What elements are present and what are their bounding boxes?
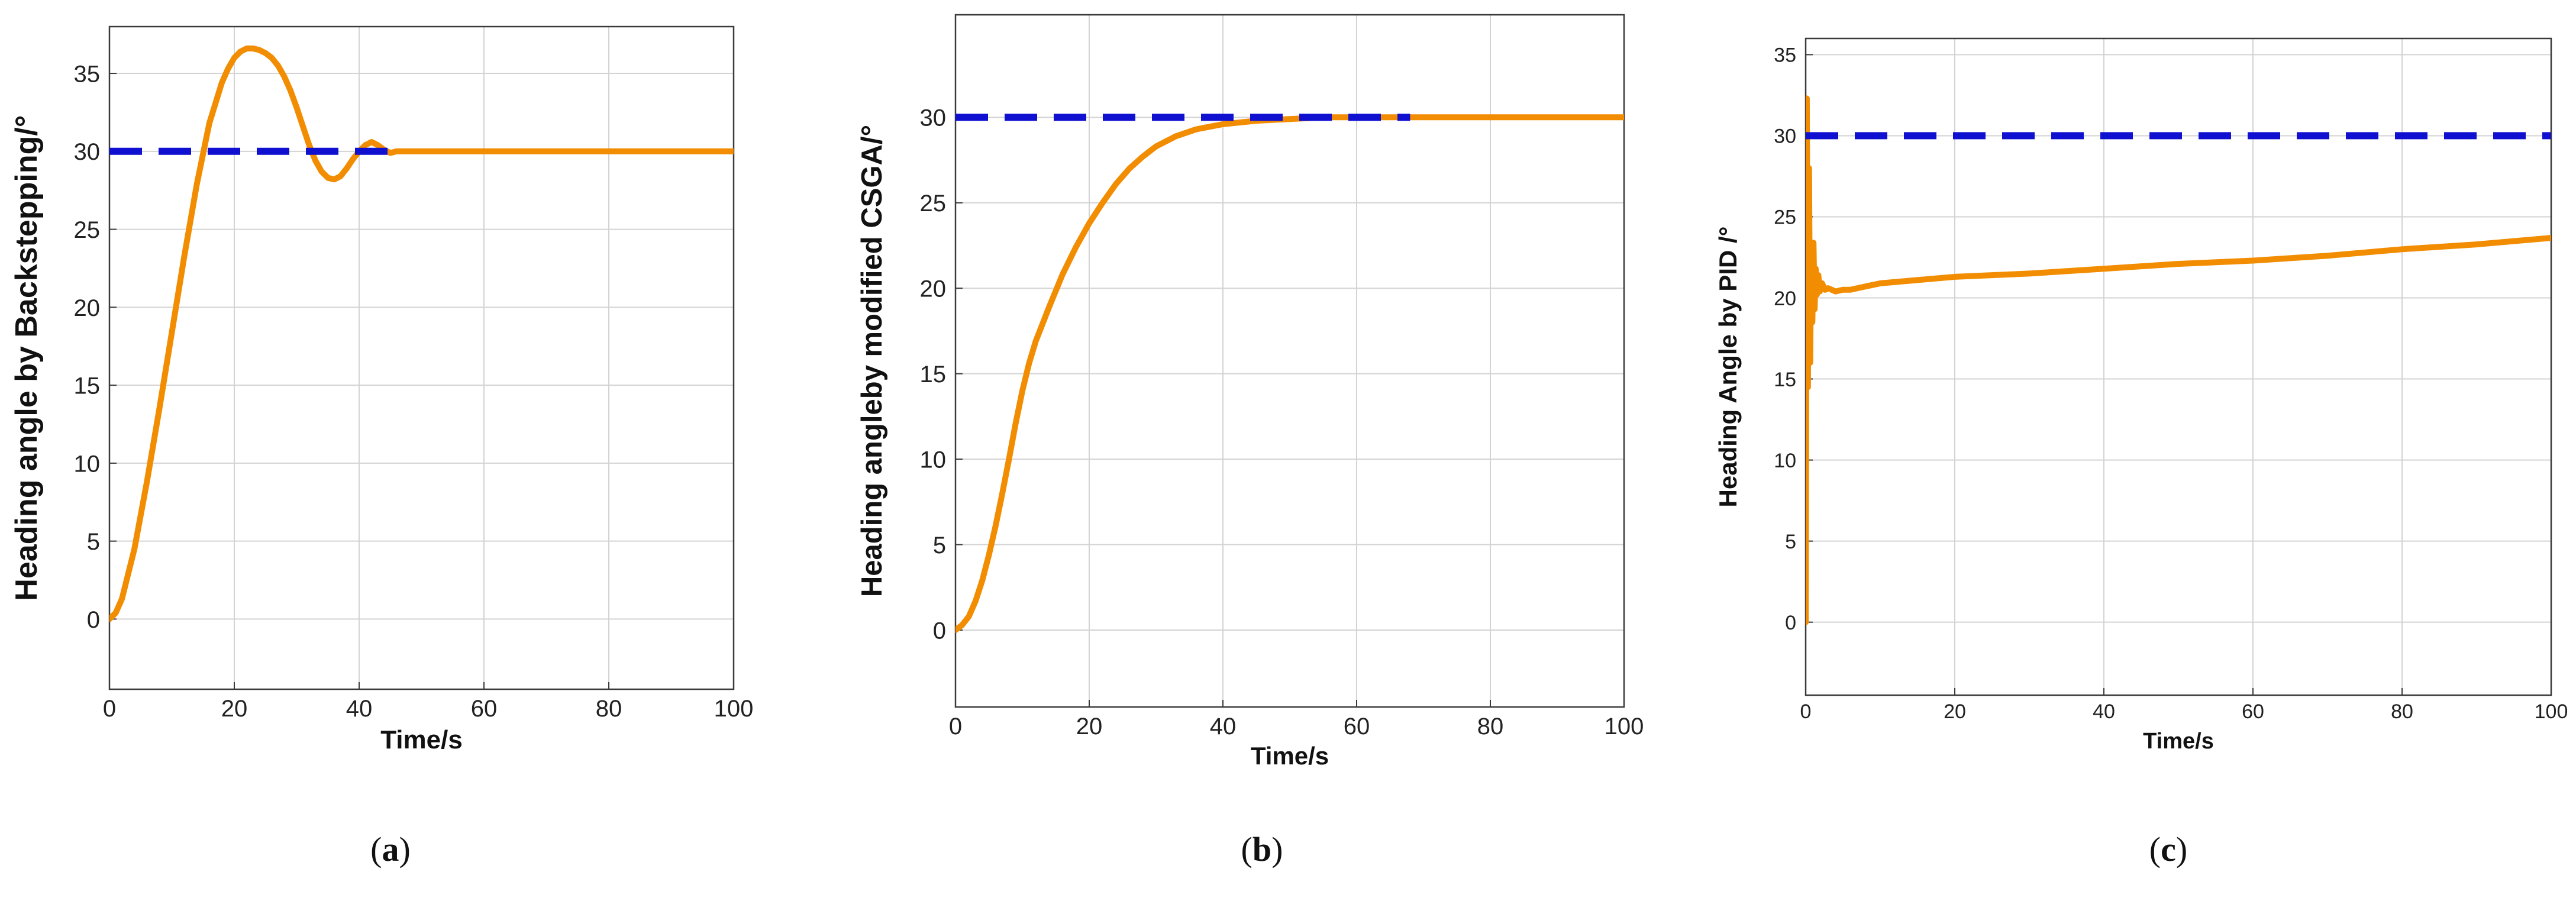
y-tick-label: 5	[933, 532, 946, 558]
x-axis-title: Time/s	[2143, 729, 2214, 754]
x-tick-label: 0	[103, 696, 116, 722]
y-tick-label: 25	[74, 217, 101, 243]
x-tick-label: 40	[346, 696, 373, 722]
caption-letter: a	[382, 830, 399, 869]
chart-panel-c: 0 20 40 60 80 100 0 5 10 15 20 25 30 35 Time/s Heading …	[1714, 37, 2568, 869]
panel-caption: (c)	[2149, 830, 2187, 869]
y-tick-label: 35	[1774, 44, 1796, 67]
panel-caption: (a)	[370, 830, 411, 869]
x-tick-label: 100	[714, 696, 754, 722]
x-tick-label: 0	[1800, 700, 1812, 723]
panel-caption: (b)	[1241, 830, 1283, 869]
y-tick-label: 0	[933, 618, 946, 644]
y-tick-label: 25	[1774, 206, 1796, 229]
x-axis-title: Time/s	[1251, 742, 1329, 770]
y-tick-label: 15	[1774, 369, 1796, 391]
chart-panel-b: 0 20 40 60 80 100 0 5 10 15 20 25 30 Time/s Heading an…	[856, 14, 1644, 869]
caption-letter: b	[1253, 830, 1271, 869]
y-tick-label: 15	[920, 361, 947, 388]
x-tick-label: 60	[1344, 713, 1370, 740]
caption-close-paren: )	[2176, 830, 2187, 869]
x-tick-label: 100	[2535, 700, 2568, 723]
response-line	[109, 45, 734, 622]
x-tick-label: 20	[1944, 700, 1966, 723]
y-tick-label: 0	[87, 607, 100, 633]
y-tick-label: 10	[1774, 450, 1796, 472]
x-tick-label: 60	[2242, 700, 2264, 723]
y-tick-label: 30	[920, 105, 947, 131]
y-tick-label: 35	[74, 61, 101, 87]
x-tick-label: 100	[1605, 713, 1644, 740]
y-tick-label: 20	[920, 276, 947, 302]
plot-area	[1806, 38, 2551, 695]
x-axis-title: Time/s	[380, 725, 463, 754]
y-tick-label: 20	[74, 295, 101, 321]
y-tick-label: 15	[74, 373, 101, 399]
y-axis-title: Heading angle by Backstepping/°	[9, 115, 44, 600]
axes-box	[108, 25, 735, 690]
y-tick-label: 25	[920, 191, 947, 217]
caption-close-paren: )	[399, 830, 411, 869]
x-tick-label: 80	[2391, 700, 2413, 723]
caption-open-paren: (	[370, 830, 382, 869]
y-tick-label: 10	[920, 447, 947, 473]
x-tick-label: 80	[596, 696, 622, 722]
y-tick-label: 5	[87, 529, 100, 555]
axes-box	[954, 14, 1625, 708]
caption-open-paren: (	[1241, 830, 1253, 869]
x-tick-label: 20	[221, 696, 248, 722]
plot-area	[955, 15, 1624, 707]
response-line	[1806, 95, 2551, 625]
y-axis-title: Heading Angle by PID /°	[1714, 227, 1742, 508]
y-tick-label: 20	[1774, 288, 1796, 310]
x-tick-label: 20	[1076, 713, 1103, 740]
plot-area	[109, 27, 734, 689]
x-tick-label: 40	[1210, 713, 1237, 740]
chart-panel-a: 0 20 40 60 80 100 0 5 10 15 20 25 30 35 Time/s Heading …	[9, 25, 754, 869]
x-tick-label: 0	[949, 713, 962, 740]
y-axis-title: Heading angleby modified CSGA/°	[856, 125, 888, 597]
y-tick-label: 30	[1774, 125, 1796, 148]
response-line	[955, 114, 1624, 633]
caption-open-paren: (	[2149, 830, 2161, 869]
x-tick-label: 60	[471, 696, 498, 722]
caption-letter: c	[2161, 830, 2176, 869]
caption-close-paren: )	[1271, 830, 1283, 869]
y-tick-label: 10	[74, 451, 101, 477]
x-tick-label: 80	[1477, 713, 1504, 740]
y-tick-label: 5	[1785, 531, 1796, 553]
x-tick-label: 40	[2093, 700, 2115, 723]
y-tick-label: 0	[1785, 612, 1796, 634]
y-tick-label: 30	[74, 139, 101, 165]
